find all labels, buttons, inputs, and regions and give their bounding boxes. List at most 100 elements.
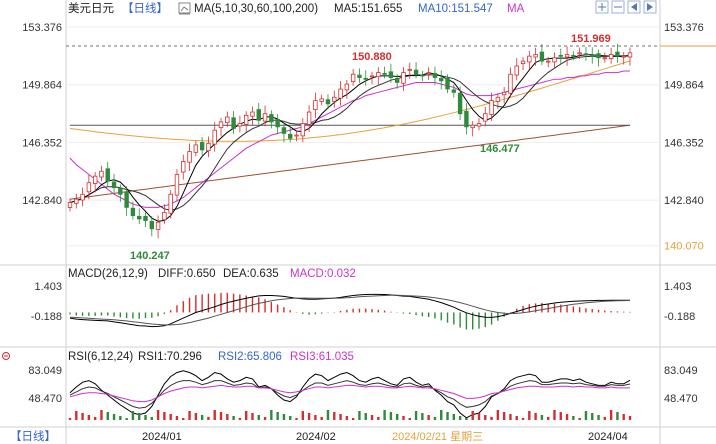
candle: [514, 57, 519, 81]
candle: [451, 84, 457, 98]
rsi2-line: [69, 380, 631, 409]
volume-bar: [471, 411, 474, 420]
volume-bar: [534, 413, 537, 420]
volume-bar: [87, 415, 91, 420]
candle: [615, 44, 620, 63]
candle: [413, 62, 419, 79]
date-label: 2024/01: [142, 431, 182, 443]
volume-bar: [427, 415, 430, 420]
candle: [294, 130, 299, 142]
chart-settings-icon[interactable]: [178, 2, 191, 15]
volume-bar: [320, 417, 323, 420]
volume-bar: [282, 414, 286, 420]
volume-bar: [156, 410, 160, 420]
volume-bar: [106, 412, 109, 420]
candle: [181, 154, 186, 180]
scroll-right-icon[interactable]: [643, 0, 657, 14]
candle: [432, 66, 438, 86]
volume-bar: [314, 415, 317, 420]
candle: [256, 102, 261, 125]
candle: [325, 94, 331, 110]
ma10-line: [69, 55, 631, 211]
candle: [350, 68, 356, 86]
volume-bar: [572, 416, 575, 420]
volume-bar: [295, 418, 298, 420]
volume-bar: [301, 411, 305, 420]
candle: [476, 118, 482, 131]
candle: [288, 126, 293, 143]
candle: [187, 143, 192, 171]
volume-bar: [521, 418, 525, 420]
volume-bar: [163, 412, 166, 420]
zoom-in-icon[interactable]: [595, 0, 609, 14]
symbol-label: 美元日元: [68, 1, 114, 15]
period-label[interactable]: 【日线】: [122, 1, 168, 15]
zoom-out-icon[interactable]: [611, 0, 625, 14]
candle: [489, 92, 494, 121]
volume-bar: [484, 415, 487, 420]
price-tick-label-right: 140.070: [664, 241, 704, 253]
candle: [464, 103, 469, 135]
rsi-tick-label-right: 48.470: [664, 393, 698, 405]
rsi-tick-label-right: 83.049: [664, 365, 698, 377]
rsi1-value: RSI1:70.296: [138, 351, 202, 363]
candle: [457, 86, 463, 121]
ma30-line: [69, 70, 630, 208]
macd-diff-value: DIFF:0.650: [158, 268, 216, 280]
volume-bar: [540, 415, 544, 420]
date-label: 2024/02: [296, 431, 336, 443]
candle: [439, 70, 444, 90]
volume-bar: [553, 410, 556, 420]
collapse-indicator-icon[interactable]: [2, 352, 10, 360]
volume-bar: [477, 413, 481, 420]
scroll-left-icon[interactable]: [627, 0, 641, 14]
volume-bar: [628, 416, 632, 420]
candle: [80, 187, 85, 207]
volume-bar: [263, 417, 267, 420]
footer-period-label[interactable]: 【日线】: [10, 429, 56, 443]
rsi3-value: RSI3:61.035: [290, 351, 354, 363]
volume-bar: [584, 411, 588, 420]
candle: [401, 67, 406, 91]
volume-bar: [93, 417, 97, 420]
candle: [420, 70, 425, 82]
macd-dea-line: [69, 294, 631, 326]
price-tick-label-right: 146.352: [664, 137, 704, 149]
candle: [495, 93, 501, 109]
volume-bar: [502, 412, 506, 420]
volume-bar: [609, 410, 613, 420]
volume-bar: [131, 411, 135, 420]
rsi3-line: [69, 384, 630, 403]
candle: [344, 80, 350, 99]
grid: [66, 26, 660, 247]
candle: [143, 212, 148, 227]
volume-bar: [591, 413, 594, 420]
candle: [306, 105, 312, 132]
low-annotation: 140.247: [130, 250, 170, 262]
volume-bar: [112, 414, 116, 420]
price-tick-label-left: 142.840: [22, 195, 62, 207]
volume-bar: [515, 416, 518, 420]
volume-bar: [421, 413, 424, 420]
volume-bar: [119, 416, 122, 420]
candle: [552, 52, 557, 69]
volume-bar: [490, 417, 493, 420]
macd-lines: 1.403 1.403 -0.188 -0.188: [31, 281, 695, 328]
volume-bar: [364, 413, 367, 420]
ma-more-label: MA: [507, 3, 525, 15]
candle: [357, 68, 362, 83]
macd-diff-line: [69, 293, 630, 328]
volume-bar: [307, 413, 311, 420]
candle: [319, 94, 324, 106]
candle: [137, 208, 142, 225]
candle: [67, 198, 73, 212]
volume-bar: [377, 417, 380, 420]
rsi2-value: RSI2:65.806: [218, 351, 282, 363]
candle: [527, 50, 532, 70]
candle: [376, 67, 381, 86]
candle: [483, 106, 488, 127]
volume-bar: [578, 418, 581, 420]
candle: [199, 137, 205, 156]
candle: [300, 118, 306, 143]
candle: [174, 169, 180, 202]
